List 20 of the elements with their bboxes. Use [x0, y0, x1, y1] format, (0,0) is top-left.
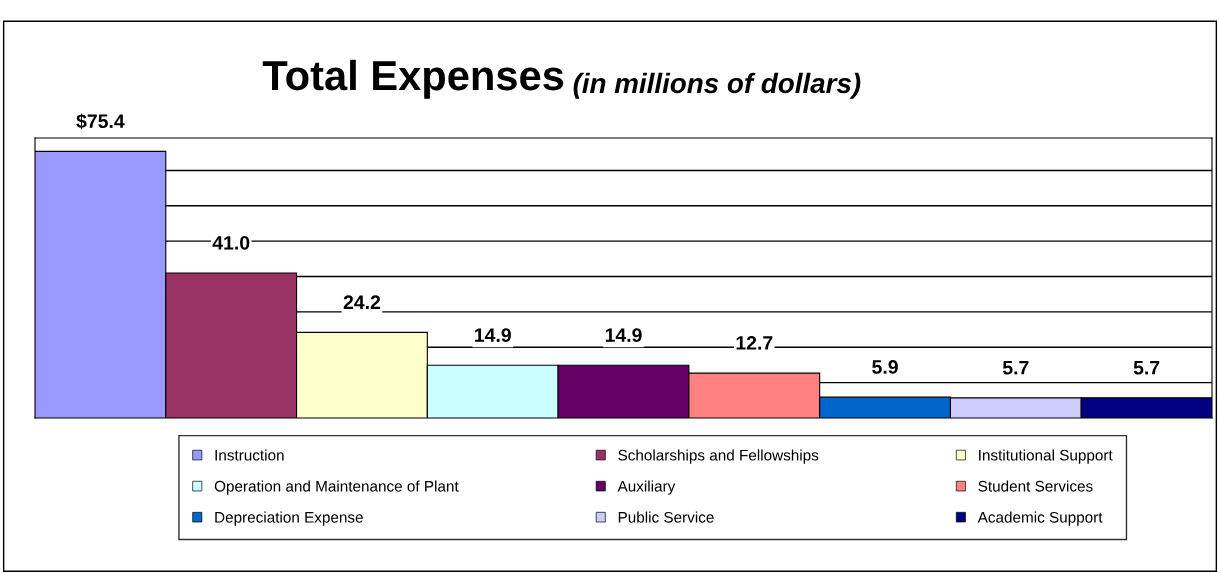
- data-label: 14.9: [605, 328, 642, 343]
- data-label: $75.4: [76, 113, 125, 130]
- data-label: 5.9: [872, 360, 898, 374]
- legend-label: Instruction: [215, 449, 284, 461]
- legend-label: Depreciation Expense: [215, 511, 363, 526]
- chart-title: Total Expenses: [262, 59, 564, 99]
- chart-subtitle: (in millions of dollars): [573, 72, 861, 99]
- data-label: 41.0: [212, 235, 250, 250]
- legend-label: Public Service: [618, 511, 714, 523]
- data-label: 24.2: [343, 295, 381, 309]
- data-label: 12.7: [736, 336, 773, 350]
- legend-label: Operation and Maintenance of Plant: [214, 480, 459, 495]
- legend-label: Auxiliary: [617, 480, 676, 495]
- legend-label: Scholarships and Fellowships: [618, 449, 819, 464]
- legend-label: Institutional Support: [979, 449, 1113, 464]
- data-label: 14.9: [475, 328, 511, 343]
- data-label: 5.7: [1002, 360, 1029, 375]
- legend-label: Student Services: [978, 480, 1093, 492]
- legend-label: Academic Support: [977, 511, 1103, 526]
- data-label: 5.7: [1133, 360, 1160, 375]
